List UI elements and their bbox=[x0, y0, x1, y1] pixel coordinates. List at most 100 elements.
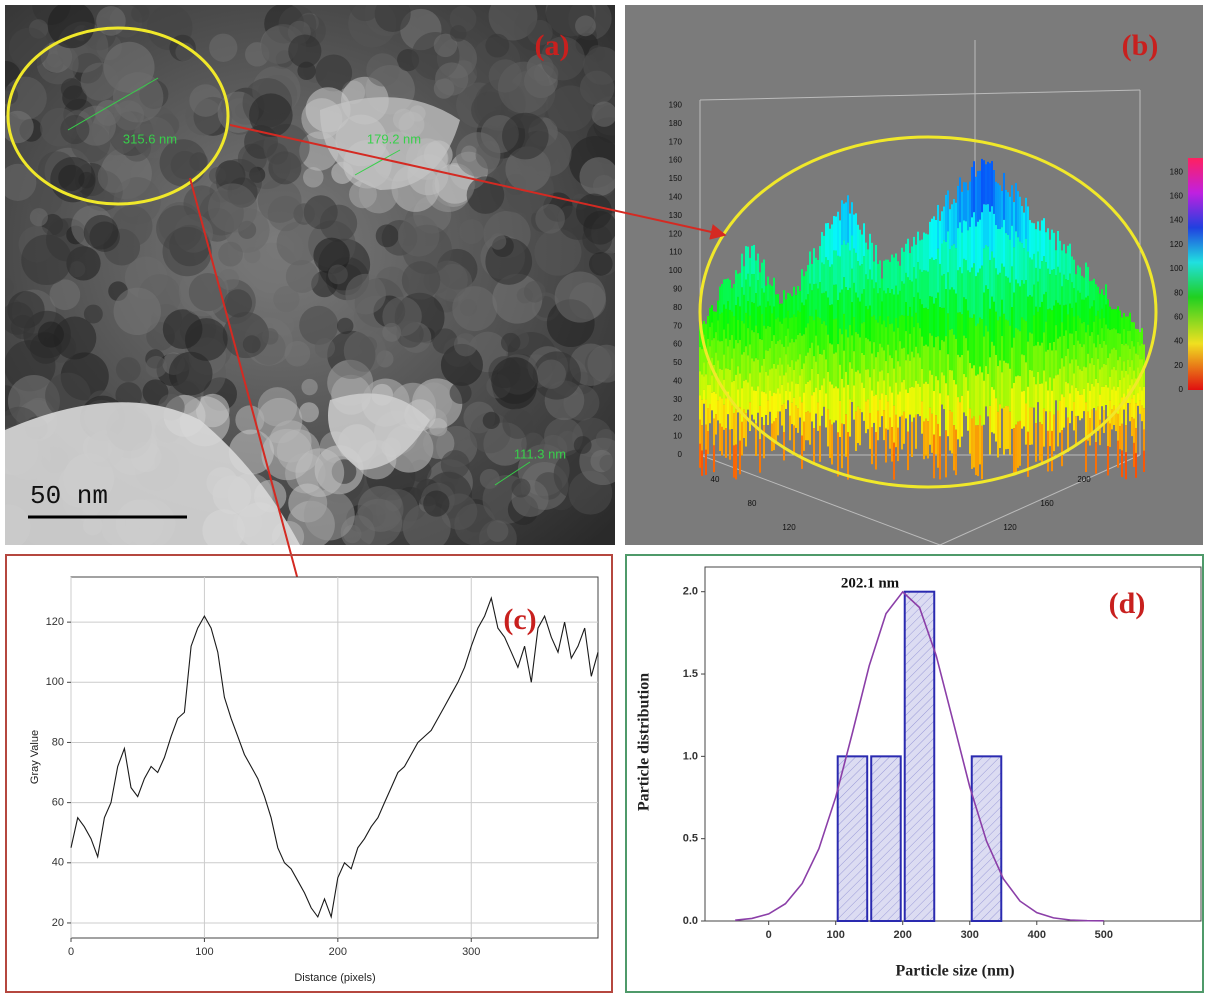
particle bbox=[285, 341, 311, 367]
particle bbox=[432, 328, 457, 353]
colorbar-tick-label: 140 bbox=[1170, 216, 1184, 225]
particle bbox=[574, 436, 592, 454]
colorbar-tick-label: 60 bbox=[1174, 313, 1183, 322]
particle bbox=[344, 330, 386, 372]
colorbar-tick-label: 0 bbox=[1179, 385, 1184, 394]
x-tick-label: 0 bbox=[68, 946, 74, 958]
particle bbox=[30, 208, 48, 226]
particle bbox=[38, 322, 64, 348]
particle bbox=[21, 235, 71, 285]
particle bbox=[315, 338, 335, 358]
y-tick-label: 20 bbox=[52, 917, 64, 929]
x-tick-label: 200 bbox=[894, 929, 912, 941]
particle bbox=[244, 247, 260, 263]
particle bbox=[596, 429, 616, 449]
particle bbox=[84, 215, 119, 250]
y-tick-label: 2.0 bbox=[683, 586, 698, 598]
particle bbox=[320, 205, 357, 242]
particle bbox=[84, 305, 103, 324]
z-tick-label: 70 bbox=[673, 321, 682, 330]
panel-label: (a) bbox=[535, 29, 570, 62]
colorbar-tick-label: 180 bbox=[1170, 167, 1184, 176]
particle bbox=[490, 233, 507, 250]
particle bbox=[555, 271, 606, 322]
x-tick-label: 500 bbox=[1095, 929, 1113, 941]
particle bbox=[1, 111, 34, 144]
x-tick-label: 0 bbox=[766, 929, 772, 941]
y-tick-label: 120 bbox=[46, 616, 64, 628]
particle bbox=[189, 84, 222, 117]
particle bbox=[498, 62, 550, 114]
colorbar-tick-label: 120 bbox=[1170, 240, 1184, 249]
y-tick-label: 100 bbox=[46, 676, 64, 688]
measurement-label: 179.2 nm bbox=[367, 131, 421, 146]
z-tick-label: 50 bbox=[673, 358, 682, 367]
z-tick-label: 110 bbox=[669, 248, 682, 257]
x-axis-label: Particle size (nm) bbox=[895, 963, 1014, 980]
y-tick-label: 60 bbox=[52, 797, 64, 809]
z-tick-label: 60 bbox=[673, 340, 682, 349]
particle bbox=[262, 328, 278, 344]
particle bbox=[491, 357, 538, 404]
z-tick-label: 180 bbox=[669, 119, 683, 128]
particle bbox=[48, 1, 95, 48]
measurement-label: 111.3 nm bbox=[514, 446, 566, 461]
panel-label: (b) bbox=[1122, 29, 1159, 62]
z-tick-label: 190 bbox=[669, 101, 683, 110]
particle bbox=[50, 279, 81, 310]
y-tick-label: 0.5 bbox=[683, 833, 698, 845]
z-tick-label: 100 bbox=[669, 266, 683, 275]
panel-label: (c) bbox=[503, 603, 536, 636]
x-tick-label: 300 bbox=[462, 946, 480, 958]
particle bbox=[382, 297, 422, 337]
y-tick-label: 120 bbox=[1003, 523, 1017, 532]
colorbar-tick-label: 20 bbox=[1174, 361, 1183, 370]
particle bbox=[304, 490, 355, 541]
colorbar bbox=[1188, 158, 1203, 390]
particle bbox=[587, 345, 625, 383]
y-tick-label: 0.0 bbox=[683, 915, 698, 927]
particle bbox=[576, 193, 612, 229]
y-tick-label: 200 bbox=[1077, 475, 1091, 484]
particle bbox=[537, 360, 566, 389]
z-tick-label: 80 bbox=[673, 303, 682, 312]
particle bbox=[116, 357, 141, 382]
y-tick-label: 1.0 bbox=[683, 750, 698, 762]
particle bbox=[450, 382, 472, 404]
colorbar-tick-label: 160 bbox=[1170, 192, 1184, 201]
z-tick-label: 140 bbox=[669, 193, 683, 202]
particle bbox=[599, 455, 616, 472]
particle bbox=[224, 289, 252, 317]
figure: (a) 315.6 nm 179.2 nm 111.3 nm 50 nm (b)… bbox=[0, 0, 1206, 994]
particle bbox=[479, 520, 517, 558]
x-tick-label: 80 bbox=[748, 499, 757, 508]
particle bbox=[258, 179, 302, 223]
surface-plot bbox=[625, 5, 1203, 545]
particle bbox=[328, 264, 348, 284]
colorbar-tick-label: 80 bbox=[1174, 288, 1183, 297]
particle bbox=[454, 333, 477, 356]
z-tick-label: 30 bbox=[673, 395, 682, 404]
colorbar-tick-label: 100 bbox=[1170, 264, 1184, 273]
particle bbox=[459, 219, 484, 244]
particle bbox=[345, 274, 386, 315]
z-tick-label: 20 bbox=[673, 413, 682, 422]
histogram-bar bbox=[905, 592, 935, 921]
z-tick-label: 160 bbox=[669, 156, 683, 165]
particle bbox=[450, 25, 467, 42]
panel-label: (d) bbox=[1109, 587, 1146, 620]
particle bbox=[208, 183, 257, 232]
z-tick-label: 90 bbox=[673, 285, 682, 294]
particle bbox=[483, 412, 500, 429]
particle bbox=[402, 261, 441, 300]
particle bbox=[61, 78, 82, 99]
x-tick-label: 100 bbox=[827, 929, 845, 941]
particle bbox=[589, 252, 613, 276]
y-tick-label: 40 bbox=[52, 857, 64, 869]
particle bbox=[146, 356, 167, 377]
particle bbox=[501, 333, 520, 352]
particle bbox=[355, 499, 402, 546]
particle bbox=[435, 62, 468, 95]
particle bbox=[535, 204, 565, 234]
particle bbox=[209, 34, 237, 62]
